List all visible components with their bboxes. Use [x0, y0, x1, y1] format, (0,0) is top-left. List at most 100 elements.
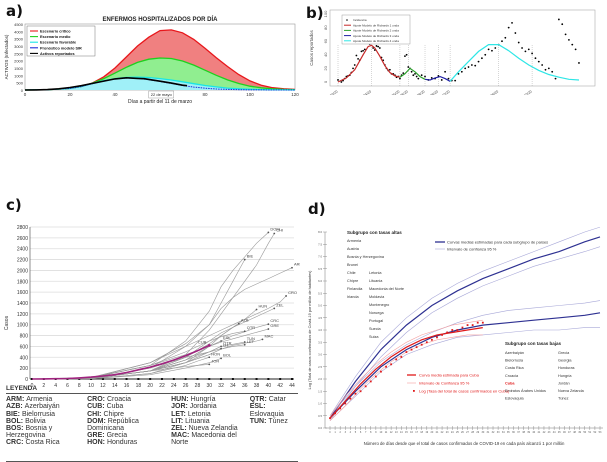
- country-end-point: [220, 357, 222, 360]
- legend-c-abbrev: ESL:: [249, 403, 266, 411]
- cuba-log-point: [369, 380, 372, 383]
- high-group-country: Noruega: [369, 311, 384, 315]
- x-tick-mark: [101, 378, 104, 380]
- x-tick-label: 11/03/20: [325, 90, 338, 95]
- x-tick-label: 40: [266, 383, 272, 389]
- x-tick-label: 33: [497, 431, 500, 434]
- legend-c-entry: QTR: Catar: [250, 396, 298, 403]
- legend-c-abbrev: ZEL:: [171, 425, 189, 433]
- x-tick-label: 21/06/20: [395, 90, 408, 95]
- legend-c-abbrev: TUN:: [249, 417, 269, 425]
- country-end-point: [243, 258, 246, 261]
- high-group-country: Bosnia y Herzegovina: [347, 255, 385, 259]
- legend-c-country: Hungría: [190, 396, 216, 404]
- legend-c-abbrev: JOR:: [171, 403, 190, 411]
- incidence-point: [377, 45, 380, 48]
- legend-c-column: CRO: Croacia CUB: Cuba CHI: Chipre DOM: Rep…: [87, 396, 171, 446]
- country-end-point: [207, 343, 211, 347]
- cuba-log-point: [364, 385, 367, 388]
- y-tick-label: 0.5: [318, 414, 322, 418]
- legend-c-country: Lituania: [185, 417, 210, 425]
- x-tick-label: 19: [425, 431, 428, 434]
- x-tick-label: 18: [420, 431, 423, 434]
- incidence-point: [357, 57, 359, 60]
- incidence-point: [511, 21, 513, 24]
- x-tick-label: 28: [195, 383, 201, 389]
- incidence-point: [414, 72, 416, 75]
- y-tick-label: 1000: [14, 73, 24, 78]
- y-tick-label: 6.0: [318, 279, 322, 283]
- high-group-country: Chile: [347, 271, 356, 275]
- x-tick-label: 13: [395, 431, 398, 434]
- cuba-log-point: [339, 407, 342, 410]
- incidence-point: [444, 70, 446, 73]
- incidence-point: [460, 70, 463, 73]
- country-end-point: [267, 231, 270, 234]
- curve-7: [329, 319, 483, 416]
- legend-d-label: Intervalo de Confianza 95 %: [419, 381, 470, 386]
- country-label: ESL: [223, 335, 231, 340]
- chart-b: 0 20 40 60 80 100 Casos reportados 11/03/20 14/0…: [309, 9, 596, 95]
- incidence-point: [340, 81, 343, 83]
- x-tick-label: 43: [548, 431, 551, 434]
- x-tick-mark: [267, 378, 270, 380]
- x-tick-label: 17: [415, 431, 418, 434]
- incidence-point: [491, 49, 493, 52]
- low-group-country: Grecia: [558, 351, 570, 355]
- country-label: JOR: [211, 358, 219, 363]
- richards-fit-2: [399, 67, 426, 80]
- country-end-point: [267, 323, 270, 326]
- legend-c-column: HUN: Hungría JOR: Jordania LET: Letonia LIT…: [171, 396, 250, 446]
- x-tick-label: 5: [355, 431, 357, 434]
- y-tick-label: 600: [20, 344, 29, 350]
- x-tick-label: 25: [456, 431, 459, 434]
- low-group-country: Eslovaquia: [505, 397, 524, 401]
- country-label: CRO: [288, 290, 297, 295]
- y-tick-label: 2500: [14, 51, 24, 56]
- cuba-log-point: [359, 390, 362, 393]
- legend-c-country: República Dominicana: [87, 417, 139, 433]
- x-tick-label: 23: [446, 431, 449, 434]
- x-tick-label: 2: [339, 431, 341, 434]
- x-tick-label: 6: [66, 383, 69, 389]
- country-end-point: [220, 340, 222, 342]
- y-tick-label: 100: [323, 10, 328, 17]
- y-tick-label: 1800: [17, 279, 28, 285]
- x-tick-label: 42: [277, 383, 283, 389]
- y-tick-label: 0: [21, 88, 24, 93]
- cuba-log-point: [405, 351, 408, 353]
- legend-c-country: Bolivia: [25, 417, 46, 425]
- high-group-country: Macedonia del Norte: [369, 287, 404, 291]
- incidence-point: [352, 67, 354, 70]
- x-tick-label: 48: [573, 431, 576, 434]
- incidence-point: [554, 77, 557, 80]
- x-tick-label: 40: [532, 431, 535, 434]
- annotation-rect: [148, 90, 174, 99]
- legend-c-abbrev: MAC:: [171, 432, 192, 440]
- x-tick-label: 2: [42, 383, 45, 389]
- low-group-country: Bielorrusia: [505, 359, 524, 363]
- x-tick-label: 52: [594, 431, 597, 434]
- incidence-point: [537, 60, 540, 63]
- x-tick-label: 20: [430, 431, 433, 434]
- country-label: HUN: [259, 304, 268, 309]
- x-tick-label: 12: [100, 383, 106, 389]
- x-tick-mark: [208, 378, 211, 380]
- curve-0: [329, 236, 601, 419]
- legend-c-abbrev: QTR:: [249, 396, 269, 404]
- incidence-point: [571, 43, 574, 46]
- incidence-point: [487, 48, 490, 51]
- legend-d-label: Curvas medias estimadas para cada subgru…: [447, 240, 548, 245]
- incidence-point: [417, 77, 420, 80]
- country-line-cro: [31, 295, 287, 380]
- high-group-country: Montenegro: [369, 303, 389, 307]
- legend-b-frame: [341, 14, 411, 45]
- legend-c-abbrev: HUN:: [171, 396, 191, 404]
- x-tick-mark: [161, 378, 163, 380]
- x-tick-label: 7: [365, 431, 367, 434]
- x-tick-mark: [279, 378, 282, 380]
- x-tick-label: 10: [88, 383, 94, 389]
- curve-1: [329, 226, 601, 416]
- x-tick-label: 20/08/20: [486, 90, 499, 95]
